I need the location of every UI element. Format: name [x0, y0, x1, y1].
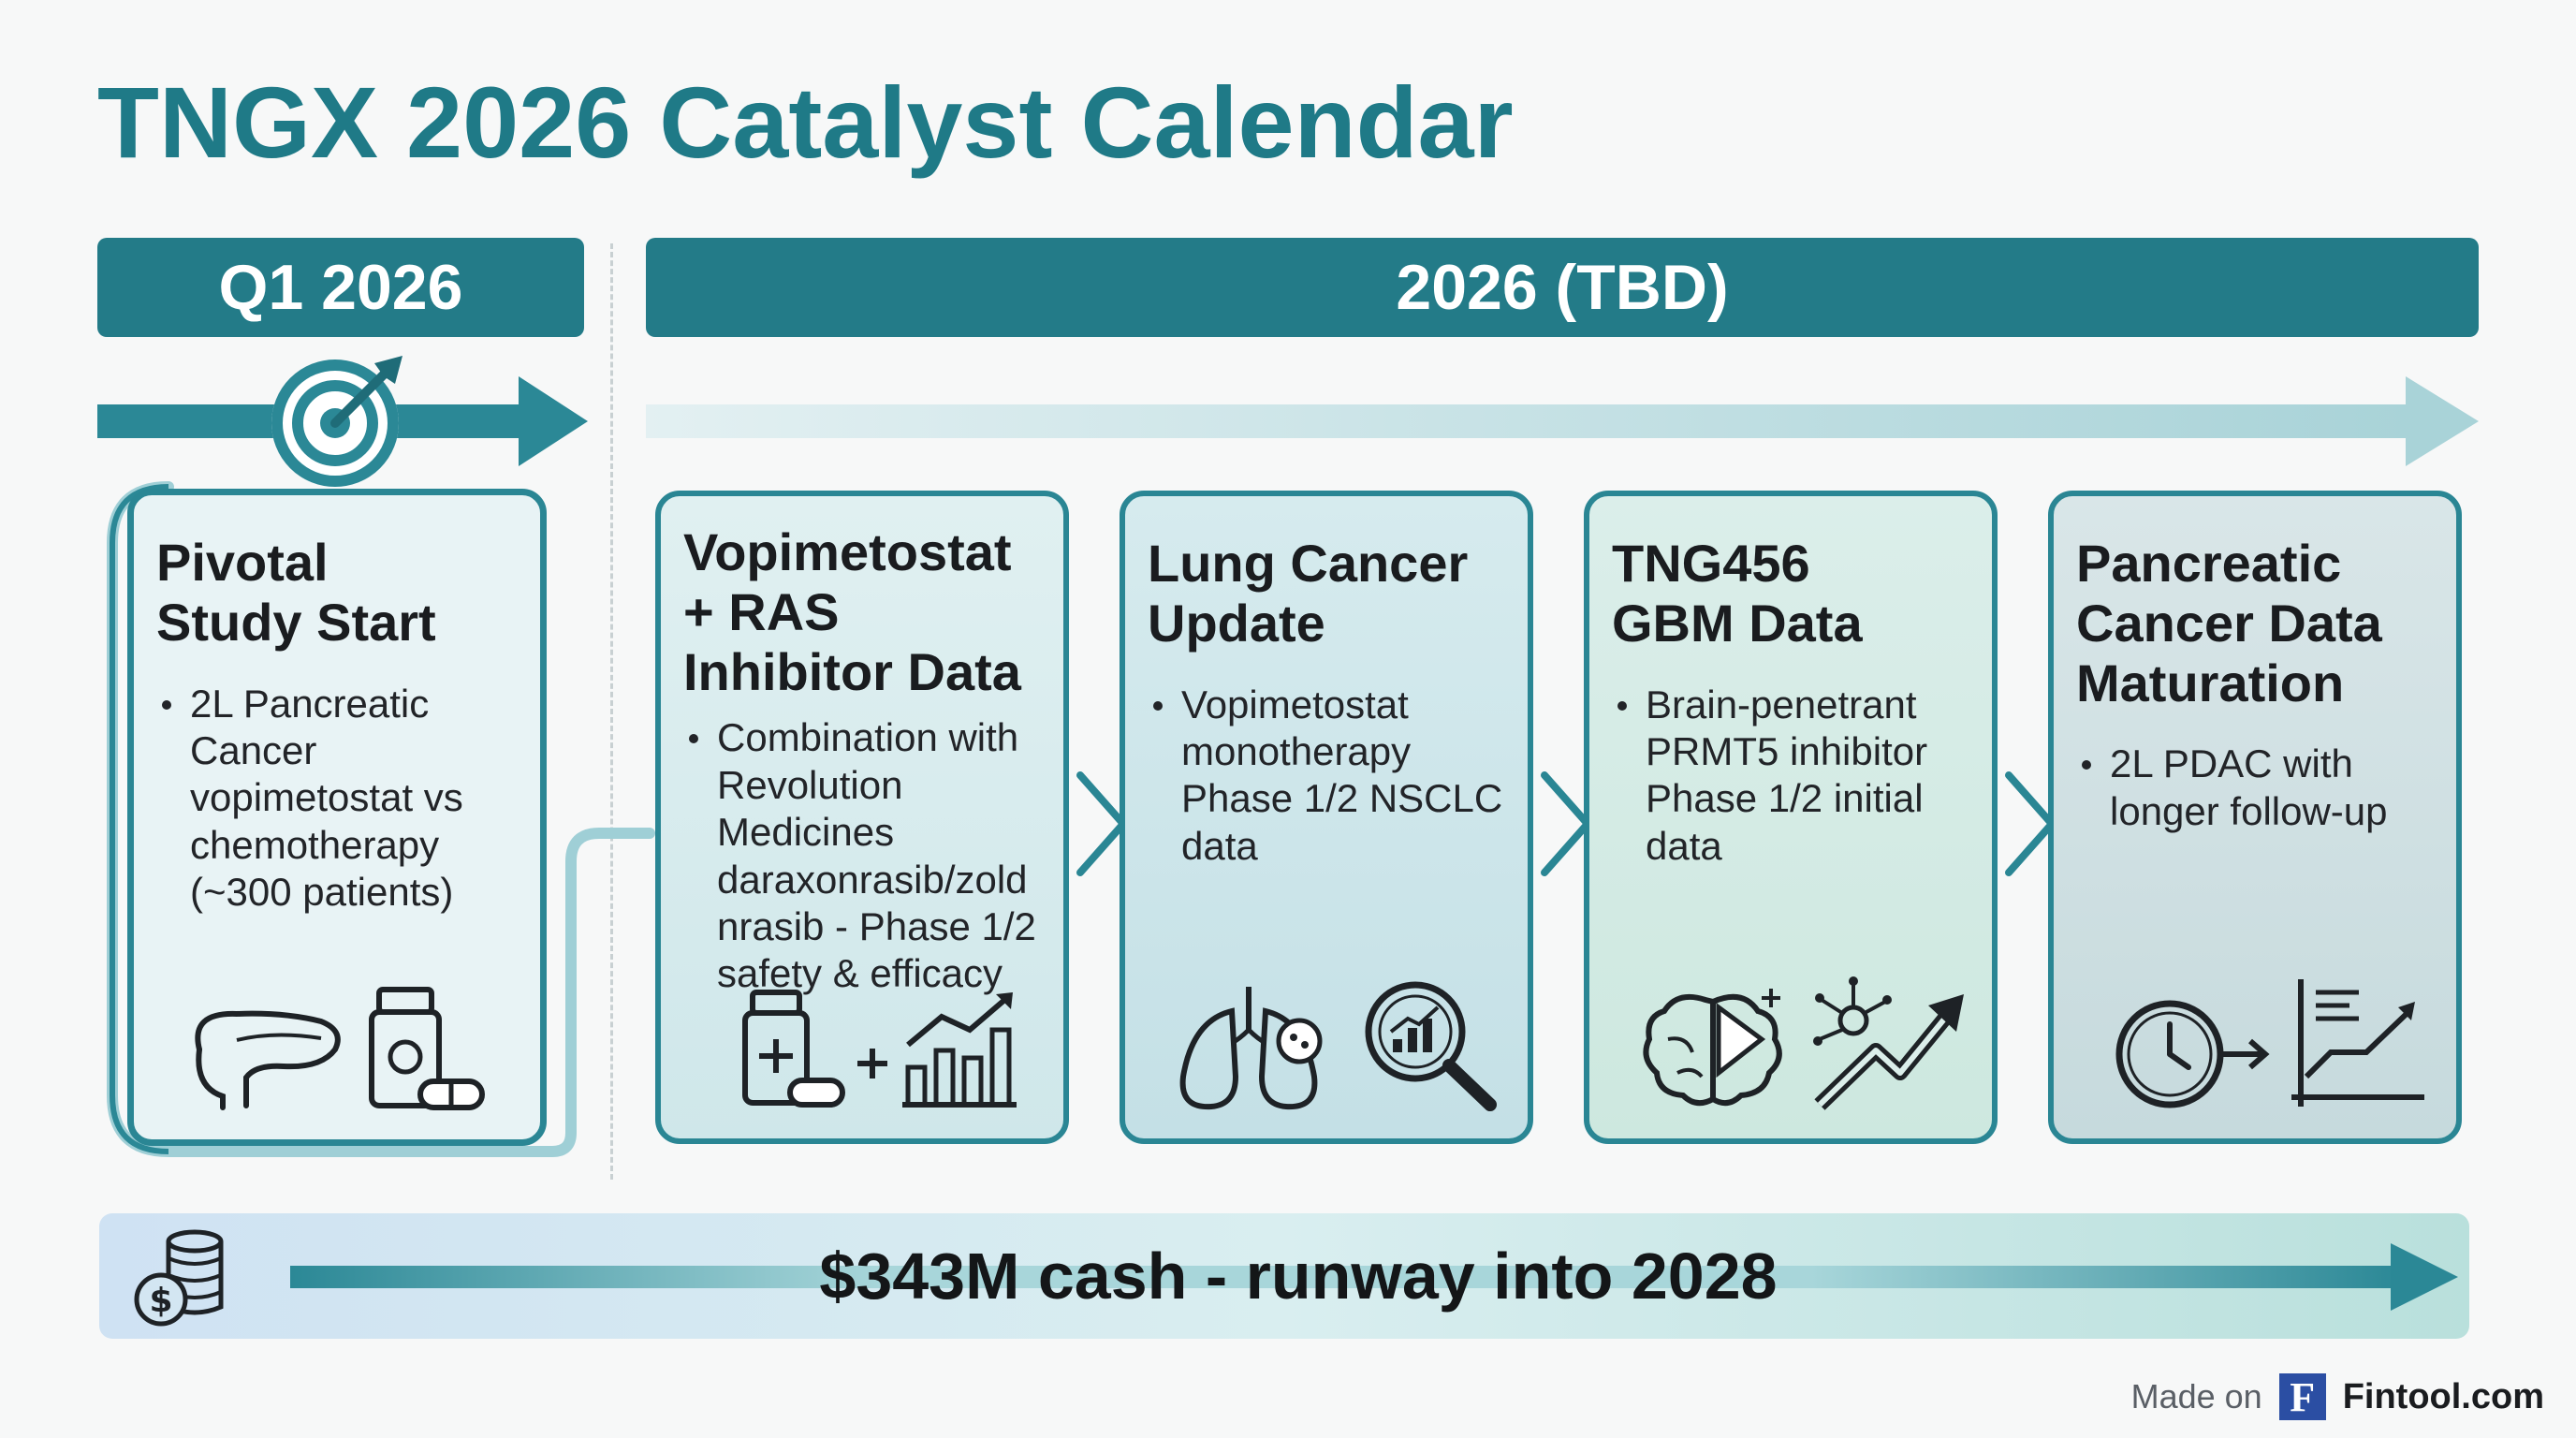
runway-arrow [290, 1243, 2458, 1311]
made-on-label: Made on [2130, 1377, 2262, 1416]
magnifier-chart-icon [1365, 981, 1497, 1111]
card-bullets: Vopimetostat monotherapy Phase 1/2 NSCLC… [1148, 682, 1511, 871]
card-title: Pancreatic Cancer Data Maturation [2076, 534, 2382, 712]
svg-text:$: $ [149, 1282, 172, 1320]
card-bullets: 2L Pancreatic Cancer vopimetostat vs che… [156, 681, 523, 917]
banner-2026-tbd: 2026 (TBD) [646, 238, 2479, 337]
card-bullets: Combination with Revolution Medicines da… [683, 714, 1046, 997]
catalyst-card-ras-combination: Vopimetostat + RAS Inhibitor Data Combin… [655, 491, 1069, 1144]
target-icon [271, 356, 402, 487]
card-icons [134, 975, 540, 1115]
cash-runway-bar: $ $343M cash - runway into 2028 [99, 1213, 2469, 1339]
card-bullet: 2L Pancreatic Cancer vopimetostat vs che… [156, 681, 523, 917]
catalyst-card-pancreatic-maturation: Pancreatic Cancer Data Maturation 2L PDA… [2048, 491, 2462, 1144]
pancreas-icon [195, 1010, 341, 1110]
coins-dollar-icon: $ [134, 1229, 224, 1327]
line-chart-icon [2291, 979, 2424, 1107]
card-title: Lung Cancer Update [1148, 534, 1469, 653]
card-bullet: Combination with Revolution Medicines da… [683, 714, 1046, 997]
network-trend-icon [1813, 976, 1964, 1110]
card-icons [1589, 974, 1992, 1114]
page-title: TNGX 2026 Catalyst Calendar [97, 66, 1514, 179]
brand-link[interactable]: Fintool.com [2342, 1376, 2544, 1416]
pill-bottle-icon [742, 990, 845, 1108]
pill-bottle-icon [369, 987, 485, 1110]
lungs-icon [1179, 987, 1323, 1110]
footer-branding: Made on F Fintool.com [2131, 1371, 2544, 1423]
card-title: TNG456 GBM Data [1612, 534, 1863, 653]
card-bullets: 2L PDAC with longer follow-up [2076, 741, 2439, 835]
card-bullet: Brain-penetrant PRMT5 inhibitor Phase 1/… [1612, 682, 1975, 871]
catalyst-card-pivotal-study: Pivotal Study Start 2L Pancreatic Cancer… [127, 489, 547, 1146]
card-bullets: Brain-penetrant PRMT5 inhibitor Phase 1/… [1612, 682, 1975, 871]
banner-q1-2026: Q1 2026 [97, 238, 584, 337]
card-icons [1125, 974, 1528, 1114]
period-divider [610, 243, 613, 1180]
card-icons [661, 970, 1063, 1110]
catalyst-card-lung-cancer: Lung Cancer Update Vopimetostat monother… [1120, 491, 1533, 1144]
card-bullet: Vopimetostat monotherapy Phase 1/2 NSCLC… [1148, 682, 1511, 871]
plus-icon [857, 1049, 887, 1078]
card-title: Pivotal Study Start [156, 533, 436, 652]
clock-arrow-icon [2115, 1000, 2270, 1108]
catalyst-card-tng456-gbm: TNG456 GBM Data Brain-penetrant PRMT5 in… [1584, 491, 1998, 1144]
brain-icon [1643, 989, 1782, 1107]
timeline-arrow-tbd [646, 376, 2479, 466]
card-icons [2054, 974, 2456, 1114]
cash-runway-text: $343M cash - runway into 2028 [819, 1240, 1778, 1313]
card-title: Vopimetostat + RAS Inhibitor Data [683, 522, 1021, 701]
fintool-logo: F [2278, 1373, 2326, 1420]
card-bullet: 2L PDAC with longer follow-up [2076, 741, 2439, 835]
bar-chart-up-icon [902, 992, 1017, 1108]
